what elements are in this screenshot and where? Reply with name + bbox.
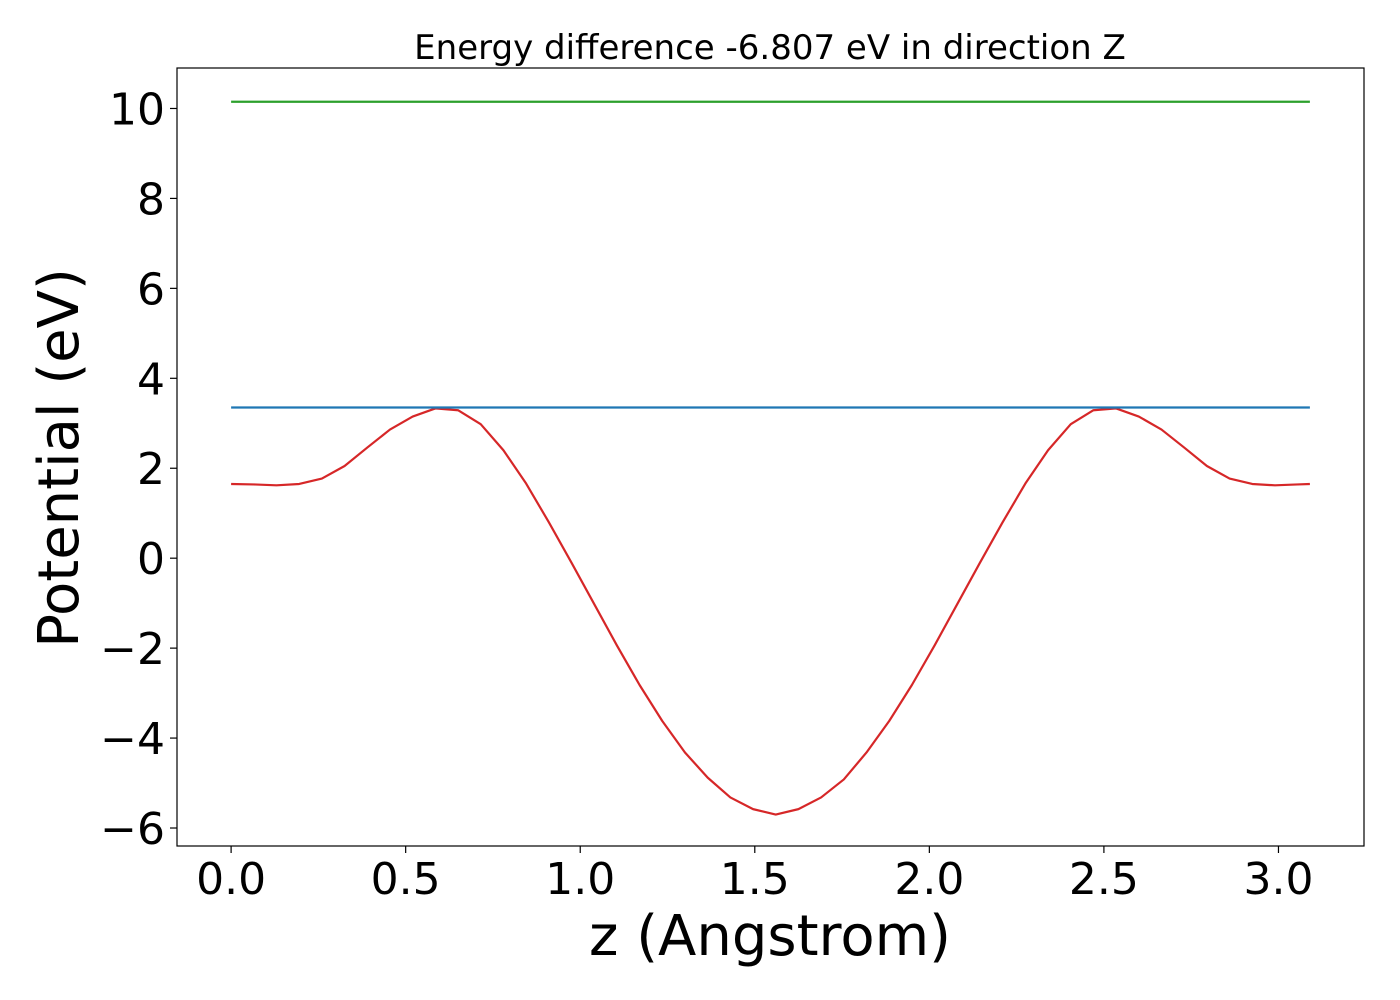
y-tick-label: 8: [137, 174, 165, 225]
series-layer: [231, 100, 1310, 816]
x-tick-label: 1.5: [720, 854, 790, 905]
x-tick-label: 0.5: [371, 854, 441, 905]
y-tick-label: −2: [100, 624, 165, 675]
x-tick-label: 0.0: [196, 854, 266, 905]
x-tick-label: 2.0: [894, 854, 964, 905]
y-tick-label: 4: [137, 354, 165, 405]
x-tick-label: 3.0: [1243, 854, 1313, 905]
series-line-1: [231, 407, 1310, 816]
y-tick-label: 6: [137, 264, 165, 315]
y-tick-label: −6: [100, 804, 165, 855]
x-tick-label: 2.5: [1069, 854, 1139, 905]
chart-title: Energy difference -6.807 eV in direction…: [414, 28, 1126, 68]
x-axis-label: z (Angstrom): [589, 904, 951, 969]
plot-area-frame: [176, 67, 1365, 847]
x-axis-ticks: 0.0 0.5 1.0 1.5 2.0 2.5 3.0: [196, 846, 1313, 905]
x-tick-label: 1.0: [545, 854, 615, 905]
y-tick-label: 0: [137, 534, 165, 585]
y-axis-label: Potential (eV): [27, 268, 92, 648]
y-tick-label: 2: [137, 444, 165, 495]
y-tick-label: 10: [109, 84, 165, 135]
y-tick-label: −4: [100, 714, 165, 765]
y-axis-ticks: −6 −4 −2 0 2 4 6 8 10: [100, 84, 177, 855]
